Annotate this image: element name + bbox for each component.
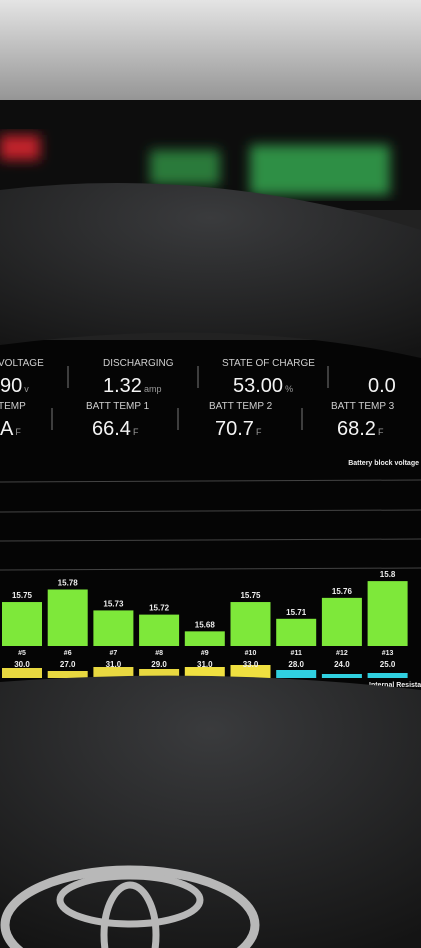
- resistance-label: 25.0: [380, 660, 396, 669]
- voltage-bar: [2, 602, 42, 646]
- resistance-bar: [139, 669, 180, 678]
- toyota-logo: [0, 865, 260, 948]
- voltage-bar: [230, 602, 271, 646]
- gauge-unit: F: [133, 427, 139, 437]
- gauge-unit: F: [256, 427, 262, 437]
- resistance-label: 28.0: [288, 660, 304, 669]
- resistance-bar: [321, 674, 362, 678]
- gauge-unit: F: [15, 427, 21, 437]
- gauge-value: 68.2: [337, 418, 376, 440]
- resistance-label: 31.0: [197, 660, 213, 669]
- gauge-unit: amp: [144, 384, 162, 394]
- gauge-unit: v: [24, 384, 29, 394]
- voltage-bar: [321, 597, 362, 646]
- chart-line: [0, 567, 421, 571]
- gauge-label: TEMP: [0, 401, 26, 412]
- voltage-bar: [184, 631, 225, 646]
- screen-content: VOLTAGE 90 v DISCHARGING 1.32 amp STATE OF CHA…: [0, 358, 421, 689]
- resistance-label: 30.0: [14, 660, 30, 669]
- gauge-value: 90: [0, 375, 22, 397]
- chart-line: [0, 538, 421, 542]
- voltage-bar: [47, 589, 88, 646]
- bar-value-label: 15.78: [58, 578, 79, 587]
- block-label: #8: [155, 650, 163, 657]
- block-label: #9: [201, 650, 209, 657]
- chart-title: Battery block voltage: [348, 460, 419, 467]
- gauge-label: VOLTAGE: [0, 358, 44, 369]
- bar-value-label: 15.75: [240, 591, 261, 600]
- block-label: #6: [64, 650, 72, 657]
- steering-wheel-top: [0, 183, 421, 358]
- block-label: #7: [110, 650, 118, 657]
- cluster-glow: [0, 135, 390, 195]
- resistance-label: 29.0: [151, 660, 167, 669]
- gauge-value: 1.32: [103, 375, 142, 397]
- voltage-bar: [367, 581, 408, 646]
- voltage-bar: [276, 618, 317, 646]
- resistance-label: 31.0: [106, 660, 122, 669]
- block-label: #10: [245, 650, 257, 657]
- gauge-label: DISCHARGING: [103, 358, 174, 369]
- gauge-label: BATT TEMP 2: [209, 401, 273, 412]
- gauge-value: A: [0, 418, 14, 440]
- resistance-bar: [184, 667, 225, 678]
- block-label: #5: [18, 650, 26, 657]
- bar-value-label: 15.72: [149, 604, 170, 613]
- gauge-unit: F: [378, 427, 384, 437]
- block-label: #13: [382, 650, 394, 657]
- bar-value-label: 15.75: [12, 591, 33, 600]
- resistance-label: 27.0: [60, 660, 76, 669]
- bar-value-label: 15.8: [380, 570, 396, 579]
- resistance-bar: [230, 665, 271, 678]
- resistance-bar: [367, 673, 408, 678]
- block-label: #11: [291, 650, 302, 657]
- gauge-unit: %: [285, 384, 293, 394]
- gauge-label: STATE OF CHARGE: [222, 358, 315, 369]
- bar-value-label: 15.76: [332, 587, 353, 596]
- bar-value-label: 15.71: [286, 608, 307, 617]
- resistance-bar: [276, 670, 317, 678]
- resistance-label: 24.0: [334, 660, 350, 669]
- resistance-label: 33.0: [243, 660, 259, 669]
- gauge-value: 70.7: [215, 418, 254, 440]
- gauge-value: 53.00: [233, 375, 283, 397]
- voltage-bar: [93, 610, 134, 646]
- bar-value-label: 15.68: [195, 620, 216, 629]
- chart-line: [0, 509, 421, 513]
- gauge-value: 0.0: [368, 375, 396, 397]
- resistance-bar: [93, 667, 134, 678]
- chart-title: Internal Resistance: [369, 682, 421, 689]
- block-label: #12: [336, 650, 348, 657]
- bar-value-label: 15.73: [103, 599, 124, 608]
- gauge-label: BATT TEMP 1: [86, 401, 150, 412]
- gauge-value: 66.4: [92, 418, 131, 440]
- chart-line: [0, 479, 421, 483]
- resistance-bar: [47, 671, 88, 678]
- gauge-label: BATT TEMP 3: [331, 401, 395, 412]
- resistance-bar: [2, 668, 42, 678]
- voltage-bar: [139, 614, 180, 646]
